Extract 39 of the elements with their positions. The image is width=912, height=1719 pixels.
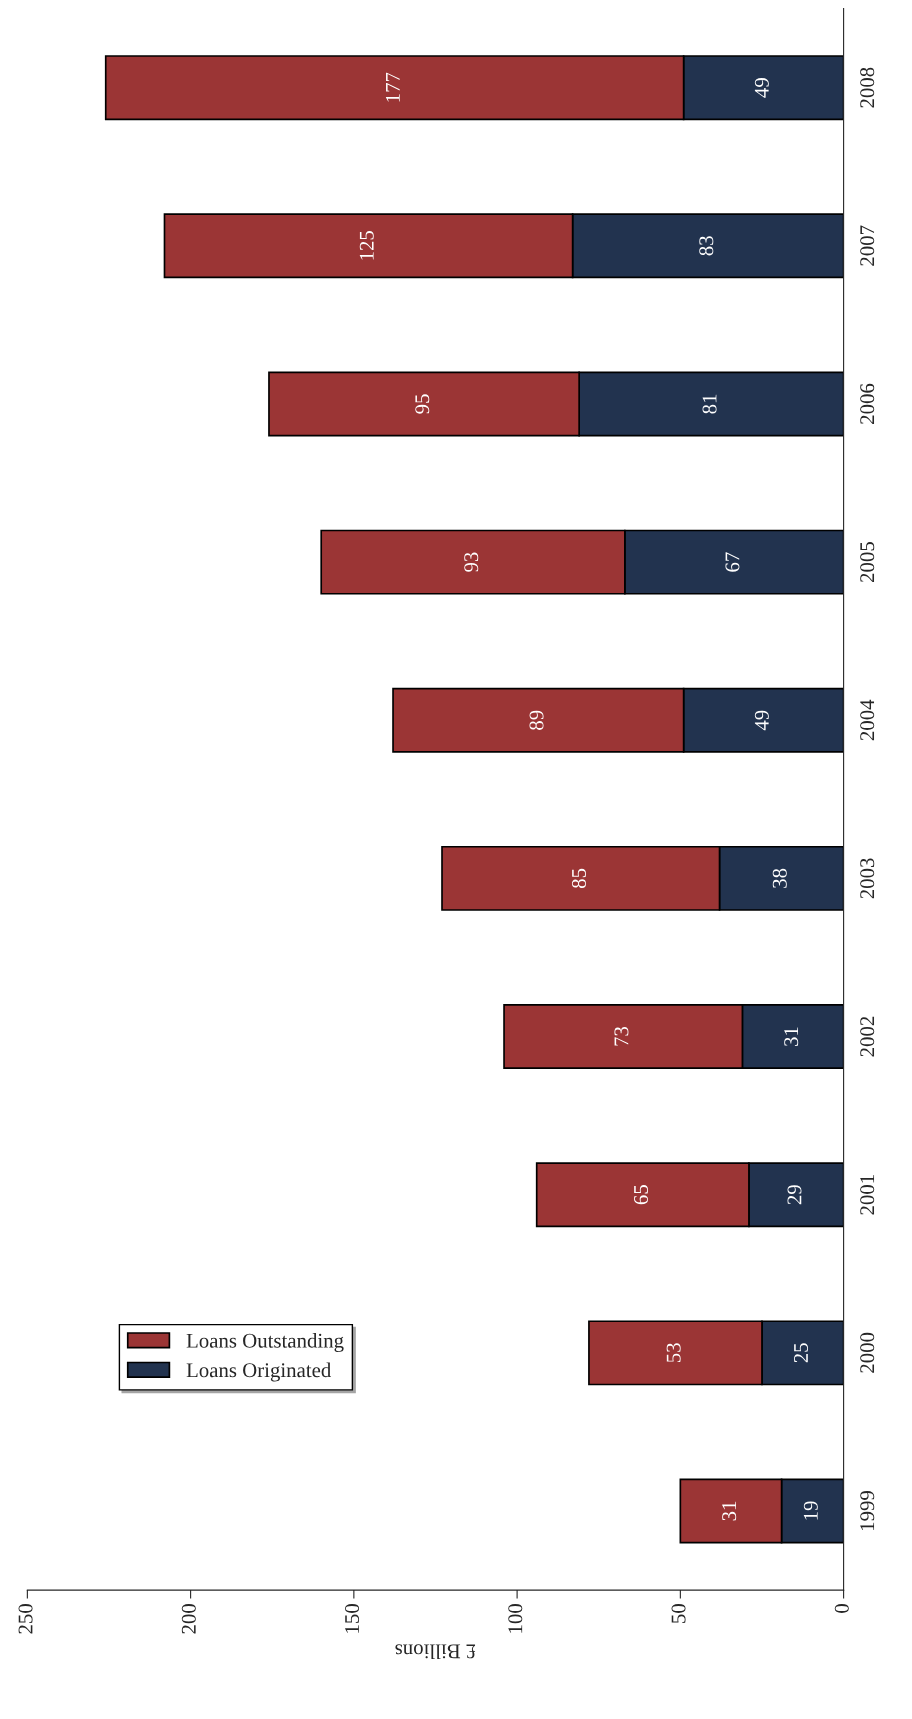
- x-tick-label: 250: [18, 1604, 33, 1634]
- x-tick-label: 0: [834, 1604, 849, 1613]
- data-label: 81: [702, 394, 717, 414]
- data-label: 89: [529, 710, 544, 730]
- y-tick-label: 2007: [860, 225, 875, 266]
- x-tick-label: 150: [345, 1604, 360, 1633]
- y-tick-label: 2001: [860, 1175, 875, 1215]
- x-tick-label: 100: [508, 1604, 523, 1633]
- data-label: 93: [464, 552, 479, 572]
- data-label: 65: [634, 1185, 649, 1205]
- legend-label: Loans Outstanding: [186, 1333, 344, 1353]
- data-label: 95: [415, 394, 430, 414]
- data-label: 38: [772, 868, 787, 888]
- y-tick-label: 2003: [860, 858, 875, 899]
- y-tick-label: 2002: [860, 1016, 875, 1057]
- y-tick-label: 1999: [860, 1491, 875, 1530]
- x-tick-label: 50: [671, 1604, 686, 1623]
- data-label: 125: [359, 231, 374, 260]
- y-tick-label: 2000: [860, 1332, 875, 1373]
- data-label: 53: [666, 1343, 681, 1363]
- x-axis-title: £ Billions: [395, 1644, 476, 1659]
- data-label: 83: [699, 236, 714, 256]
- data-label: 49: [754, 710, 769, 731]
- data-label: 25: [794, 1343, 808, 1363]
- data-label: 31: [784, 1027, 799, 1046]
- data-label: 67: [725, 552, 740, 572]
- data-label: 73: [614, 1026, 629, 1046]
- y-tick-label: 2005: [860, 542, 875, 583]
- x-tick-label: 200: [181, 1604, 196, 1634]
- data-label: 31: [722, 1501, 737, 1521]
- y-tick-label: 2008: [860, 67, 875, 108]
- data-label: 19: [803, 1501, 818, 1520]
- data-label: 29: [787, 1185, 802, 1205]
- legend-label: Loans Originated: [186, 1362, 332, 1382]
- data-label: 177: [385, 72, 400, 102]
- data-label: 49: [754, 78, 769, 98]
- y-tick-label: 2004: [860, 699, 875, 741]
- data-label: 85: [571, 868, 586, 889]
- y-tick-label: 2006: [860, 383, 875, 424]
